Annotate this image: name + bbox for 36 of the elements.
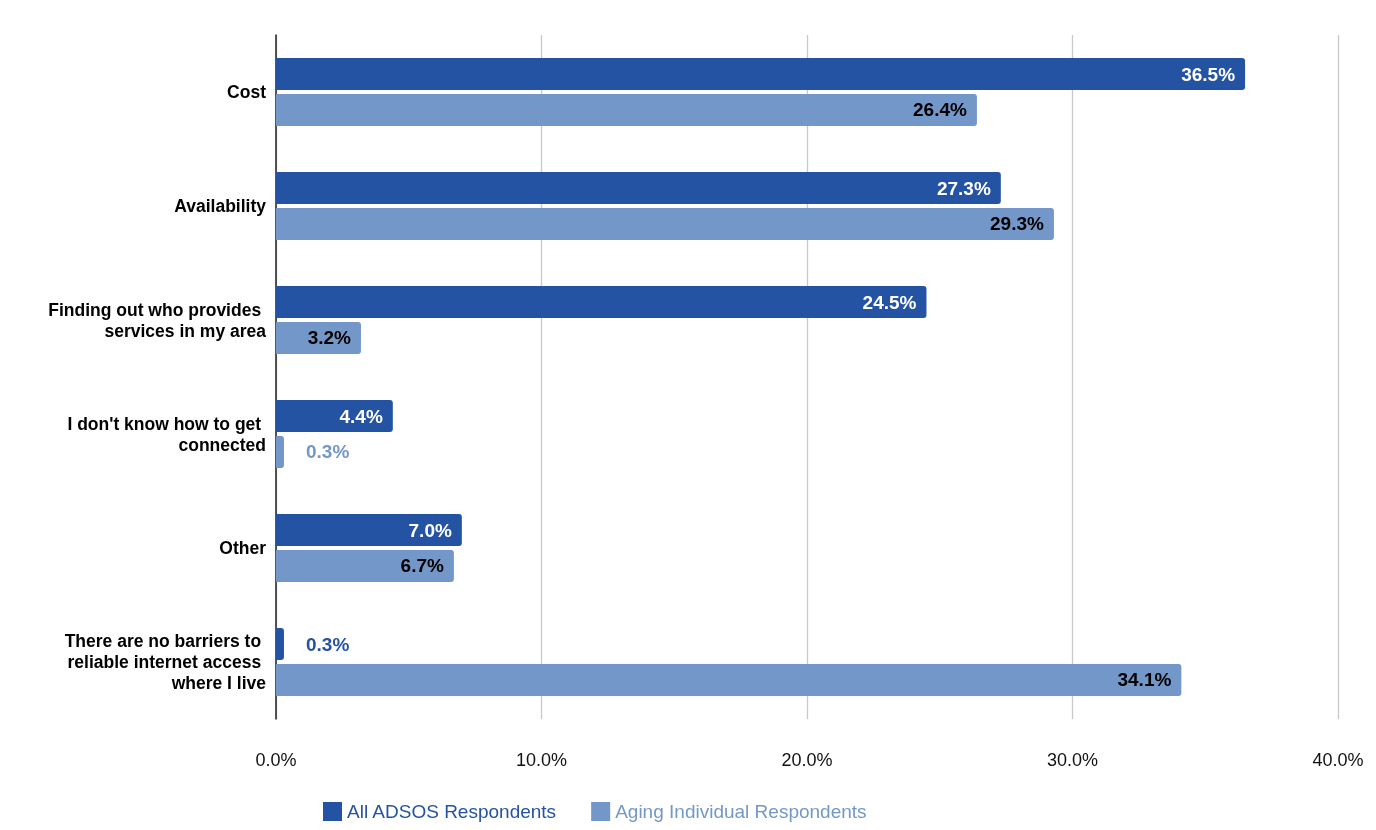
data-label: 34.1% bbox=[1117, 669, 1172, 691]
x-tick-label: 30.0% bbox=[1046, 750, 1099, 770]
bar bbox=[276, 93, 977, 126]
y-tick-label: Finding out who provides services in my area bbox=[48, 299, 267, 341]
bar bbox=[276, 435, 284, 468]
data-label: 27.3% bbox=[936, 177, 991, 199]
y-tick-label: Availability bbox=[174, 196, 267, 216]
bar bbox=[276, 207, 1054, 240]
bar bbox=[276, 663, 1182, 696]
data-label: 0.3% bbox=[305, 633, 350, 655]
data-label: 6.7% bbox=[400, 555, 444, 577]
x-tick-label: 20.0% bbox=[781, 750, 833, 770]
y-tick-label: Cost bbox=[227, 82, 267, 102]
data-label: 29.3% bbox=[990, 213, 1045, 235]
bar bbox=[276, 400, 393, 433]
data-label: 0.3% bbox=[305, 441, 350, 463]
x-tick-label: 10.0% bbox=[515, 750, 568, 770]
bar bbox=[276, 549, 454, 582]
data-label: 3.2% bbox=[307, 327, 352, 349]
bar bbox=[276, 628, 284, 661]
y-tick-label: I don't know how to get connected bbox=[67, 413, 266, 455]
legend-label: All ADSOS Respondents bbox=[347, 801, 557, 822]
bar bbox=[276, 58, 1246, 91]
data-label: 26.4% bbox=[913, 99, 968, 121]
bar bbox=[276, 172, 1001, 205]
x-tick-label: 40.0% bbox=[1312, 750, 1364, 770]
legend-label: Aging Individual Respondents bbox=[615, 801, 867, 822]
data-label: 7.0% bbox=[408, 519, 452, 541]
y-tick-label: There are no barriers to reliable internet access where I live bbox=[64, 631, 267, 693]
data-label: 4.4% bbox=[339, 405, 383, 427]
x-tick-label: 0.0% bbox=[255, 750, 297, 770]
data-label: 36.5% bbox=[1181, 63, 1236, 85]
bar bbox=[276, 286, 927, 319]
data-label: 24.5% bbox=[862, 291, 917, 313]
y-tick-label: Other bbox=[219, 538, 267, 558]
bar bbox=[276, 514, 462, 547]
